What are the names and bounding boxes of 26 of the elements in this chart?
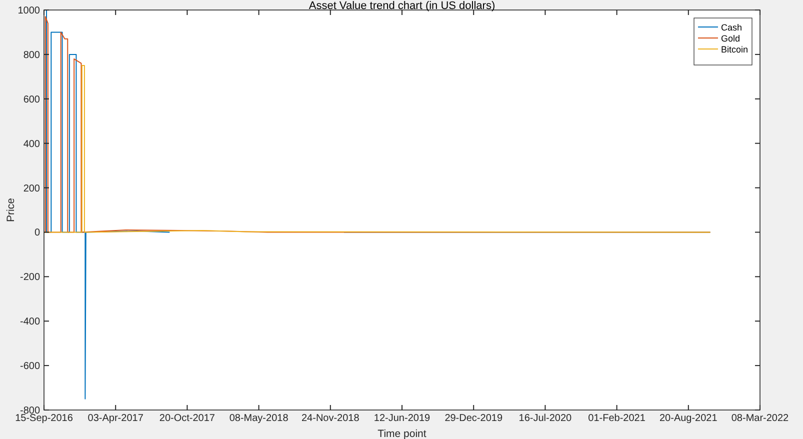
x-tick-label: 03-Apr-2017: [88, 413, 144, 424]
legend-label: Cash: [721, 22, 742, 32]
y-tick-label: -200: [20, 272, 40, 284]
x-tick-label: 20-Aug-2021: [659, 413, 718, 424]
y-tick-label: 800: [23, 50, 40, 61]
x-tick-label: 16-Jul-2020: [518, 413, 572, 424]
legend-label: Bitcoin: [721, 44, 748, 54]
y-tick-label: -400: [20, 316, 40, 328]
y-tick-label: 0: [34, 228, 40, 239]
y-tick-label: 400: [23, 138, 40, 150]
x-tick-label: 20-Oct-2017: [159, 413, 216, 424]
y-tick-label: 1000: [18, 6, 40, 16]
x-tick-label: 29-Dec-2019: [444, 413, 503, 424]
x-tick-label: 12-Jun-2019: [374, 413, 431, 424]
chart-title: Asset Value trend chart (in US dollars): [308, 0, 496, 12]
y-tick-label: -600: [20, 361, 40, 372]
x-tick-label: 15-Sep-2016: [15, 413, 74, 424]
x-tick-label: 08-Mar-2022: [731, 413, 790, 424]
y-tick-label: 200: [23, 183, 40, 194]
y-axis-title: Price: [5, 198, 17, 222]
x-tick-label: 24-Nov-2018: [301, 413, 360, 424]
x-axis-title: Time point: [378, 428, 426, 439]
y-tick-label: 600: [23, 94, 40, 106]
x-tick-label: 08-May-2018: [229, 413, 289, 424]
x-tick-label: 01-Feb-2021: [588, 413, 646, 424]
legend-label: Gold: [721, 34, 740, 44]
